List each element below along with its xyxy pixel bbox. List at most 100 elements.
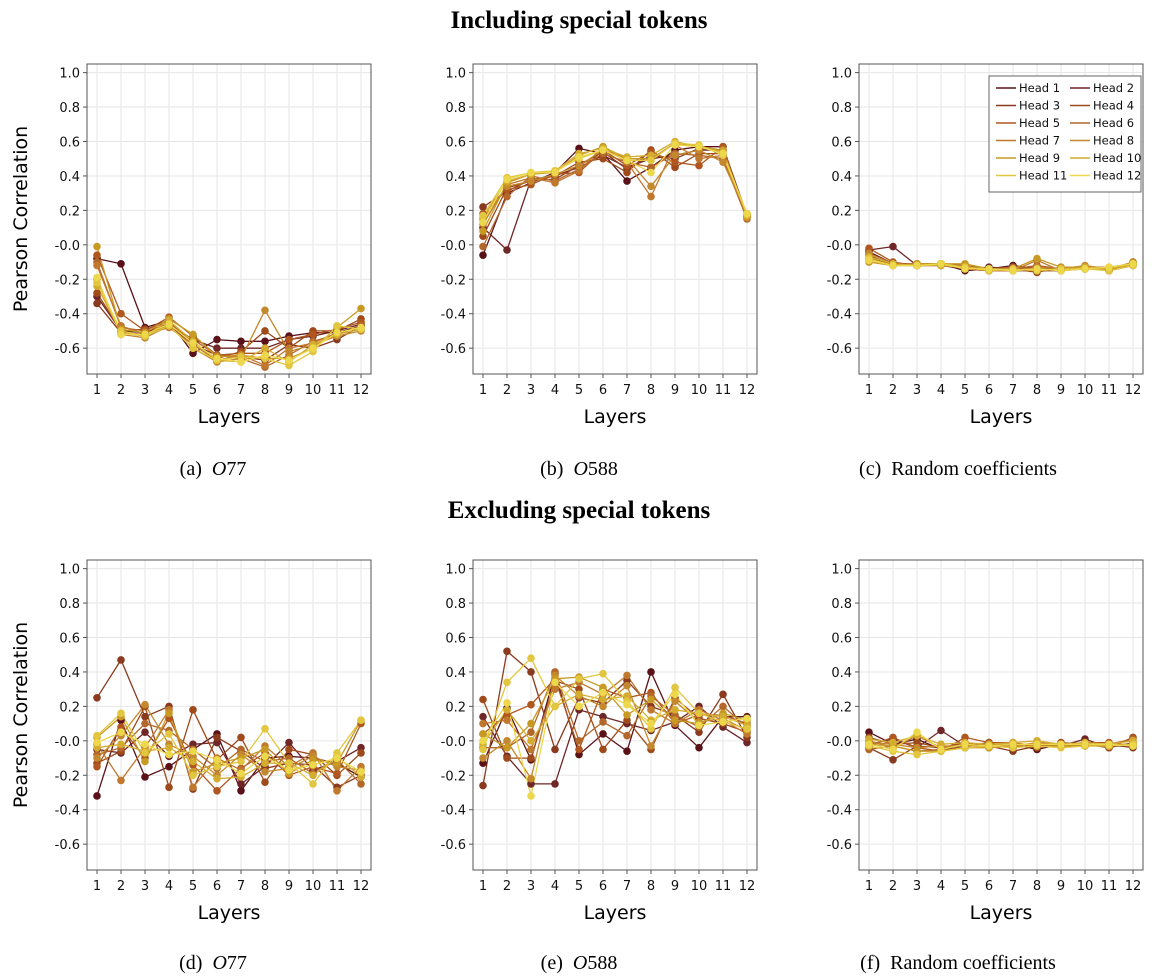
data-point-head-1 [479,251,487,259]
data-point-head-7 [695,154,703,163]
data-point-head-11 [527,654,535,662]
y-tick-label: -0.2 [441,273,466,288]
data-point-head-8 [261,306,269,315]
x-tick-label: 7 [1009,879,1017,894]
data-point-head-12 [1009,740,1017,749]
data-point-head-4 [527,754,535,762]
y-tick-label: 0.8 [831,597,852,612]
data-point-head-12 [1081,265,1089,273]
x-tick-label: 9 [285,383,293,398]
data-point-head-12 [479,218,487,227]
data-point-head-12 [213,755,221,764]
y-tick-label: 1.0 [831,67,852,82]
legend-label: Head 8 [1093,134,1134,148]
x-tick-label: 2 [889,383,897,398]
y-axis-label: Pearson Correlation [10,622,32,808]
data-point-head-12 [93,738,101,747]
data-point-head-11 [479,211,487,220]
data-point-head-1 [623,747,631,755]
data-point-head-5 [695,161,703,170]
data-point-head-10 [671,706,679,714]
data-point-head-6 [623,731,631,740]
data-point-head-10 [261,344,269,352]
y-tick-label: -0.2 [55,273,80,288]
data-point-head-9 [647,695,655,704]
x-tick-label: 1 [93,879,101,894]
y-tick-label: -0.6 [827,342,852,357]
data-point-head-5 [527,700,535,709]
y-tick-label: 1.0 [831,563,852,578]
y-tick-label: 0.8 [59,597,80,612]
x-tick-label: 1 [865,879,873,894]
x-tick-label: 9 [1057,383,1065,398]
data-point-head-10 [503,706,511,714]
data-point-head-12 [695,142,703,151]
plot-frame [858,63,1144,375]
data-point-head-11 [913,750,921,759]
x-tick-label: 7 [623,383,631,398]
x-tick-label: 8 [647,383,655,398]
data-point-head-11 [647,156,655,165]
data-point-head-12 [165,750,173,759]
data-point-head-8 [93,754,101,762]
data-point-head-7 [117,776,125,785]
x-tick-label: 11 [1101,879,1118,894]
x-tick-label: 12 [739,383,756,398]
series-line-head-12 [96,731,362,775]
plot-area [473,64,757,374]
caption-a: (a) O77 [179,458,247,480]
data-point-head-8 [599,702,607,711]
data-point-head-9 [503,743,511,752]
data-point-head-12 [671,690,679,699]
data-point-head-7 [503,716,511,724]
x-tick-label: 3 [141,879,149,894]
x-tick-label: 6 [599,879,607,894]
data-point-head-12 [865,740,873,749]
series-line-head-12 [96,277,362,363]
x-tick-label: 3 [913,879,921,894]
chart-panel-e: 1.00.80.60.40.2-0.0-0.2-0.4-0.61 2 3 4 5 6 7 8 9… [441,559,758,924]
data-point-head-4 [599,745,607,754]
data-point-head-7 [551,179,559,187]
y-tick-label: 0.2 [831,700,852,715]
x-tick-label: 10 [1077,879,1094,894]
series-line-head-1 [96,257,362,355]
data-point-head-12 [599,146,607,154]
x-tick-label: 11 [715,383,732,398]
data-point-head-3 [479,203,487,211]
x-tick-label: 8 [261,879,269,894]
data-point-head-4 [165,783,173,792]
data-point-head-1 [117,259,125,268]
data-point-head-8 [671,151,679,160]
plot-area [87,560,371,870]
data-point-head-11 [117,709,125,718]
data-point-head-11 [237,757,245,766]
x-tick-label: 1 [479,879,487,894]
series-line-head-9 [96,711,362,775]
legend-box [988,75,1142,193]
x-axis-label: Layers [970,406,1033,428]
data-point-head-12 [623,700,631,709]
data-point-head-12 [237,769,245,778]
series-line-head-11 [482,657,748,750]
data-point-head-4 [93,289,101,297]
y-tick-label: 0.2 [59,700,80,715]
data-point-head-10 [527,737,535,745]
x-tick-label: 5 [575,879,583,894]
data-point-head-12 [93,273,101,282]
x-tick-label: 10 [691,383,708,398]
data-point-head-12 [333,328,341,337]
data-point-head-1 [213,335,221,344]
data-point-head-12 [575,153,583,161]
y-tick-label: -0.4 [827,804,852,819]
data-point-head-12 [599,688,607,697]
data-point-head-7 [189,783,197,792]
data-point-head-2 [141,728,149,737]
data-point-head-8 [719,158,727,166]
chart-panel-a: 1.00.80.60.40.2-0.0-0.2-0.4-0.61 2 3 4 5 6 7 8 9… [10,63,372,428]
x-axis-label: Layers [198,902,261,924]
series-line-head-10 [868,735,1134,745]
x-tick-label: 3 [141,383,149,398]
data-point-head-9 [1033,254,1041,263]
data-point-head-7 [623,671,631,680]
